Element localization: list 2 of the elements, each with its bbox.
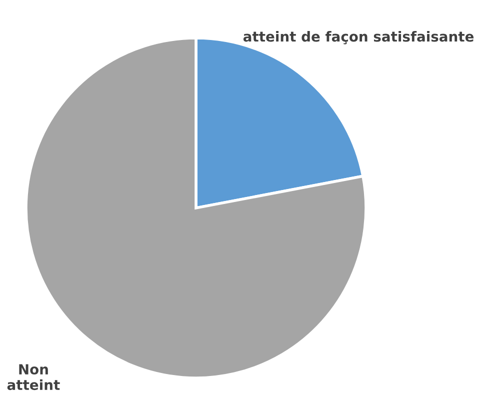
slice-label: Non atteint: [7, 364, 60, 390]
slice-label: atteint de façon satisfaisante: [243, 30, 474, 44]
